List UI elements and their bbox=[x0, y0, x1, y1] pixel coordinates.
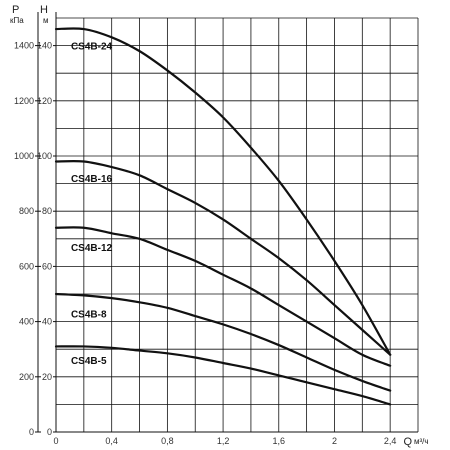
x-tick-label: 2 bbox=[332, 436, 337, 446]
y-tick-label-head: 100 bbox=[37, 151, 52, 161]
flow-axis-label: Q bbox=[403, 436, 412, 448]
y-tick-label-head: 60 bbox=[42, 261, 52, 271]
series-label-cs4b-12: CS4B-12 bbox=[71, 243, 113, 254]
y-tick-label-pressure: 1400 bbox=[14, 41, 34, 51]
axes bbox=[37, 12, 418, 433]
pressure-axis-unit: кПа bbox=[10, 16, 24, 25]
x-tick-label: 1,2 bbox=[217, 436, 230, 446]
series-labels: CS4B-24 CS4B-16 CS4B-12 CS4B-8 CS4B-5 bbox=[71, 42, 113, 368]
curve-cs4b-8 bbox=[54, 292, 392, 392]
series-label-cs4b-24: CS4B-24 bbox=[71, 42, 113, 53]
y-tick-label-head: 140 bbox=[37, 41, 52, 51]
y-tick-label-head: 20 bbox=[42, 372, 52, 382]
series-label-cs4b-16: CS4B-16 bbox=[71, 174, 113, 185]
x-tick-label: 2,4 bbox=[384, 436, 397, 446]
y-tick-label-pressure: 0 bbox=[29, 427, 34, 437]
grid bbox=[56, 17, 419, 432]
x-tick-label: 1,6 bbox=[273, 436, 286, 446]
performance-curves bbox=[54, 27, 392, 406]
pressure-axis-label: P bbox=[12, 4, 19, 16]
y-tick-label-pressure: 200 bbox=[19, 372, 34, 382]
y-tick-label-pressure: 1000 bbox=[14, 151, 34, 161]
curve-cs4b-16 bbox=[54, 160, 392, 356]
y-tick-label-pressure: 1200 bbox=[14, 96, 34, 106]
y-tick-label-pressure: 400 bbox=[19, 317, 34, 327]
head-axis-label: H bbox=[40, 4, 48, 16]
x-tick-label: 0 bbox=[53, 436, 58, 446]
series-label-cs4b-8: CS4B-8 bbox=[71, 309, 107, 320]
y-tick-label-pressure: 800 bbox=[19, 206, 34, 216]
y-tick-label-head: 40 bbox=[42, 317, 52, 327]
y-tick-label-pressure: 600 bbox=[19, 261, 34, 271]
series-label-cs4b-5: CS4B-5 bbox=[71, 356, 107, 367]
y-tick-label-head: 80 bbox=[42, 206, 52, 216]
curve-cs4b-12 bbox=[54, 226, 392, 367]
curve-cs4b-24 bbox=[54, 27, 392, 356]
x-tick-label: 0,4 bbox=[105, 436, 118, 446]
x-tick-label: 0,8 bbox=[161, 436, 174, 446]
tick-labels: 0204060801001201400200400600800100012001… bbox=[14, 41, 396, 446]
y-tick-label-head: 0 bbox=[47, 427, 52, 437]
y-tick-label-head: 120 bbox=[37, 96, 52, 106]
curve-cs4b-5 bbox=[54, 345, 392, 406]
flow-axis-unit: м³/ч bbox=[414, 437, 429, 446]
head-axis-unit: м bbox=[43, 16, 49, 25]
